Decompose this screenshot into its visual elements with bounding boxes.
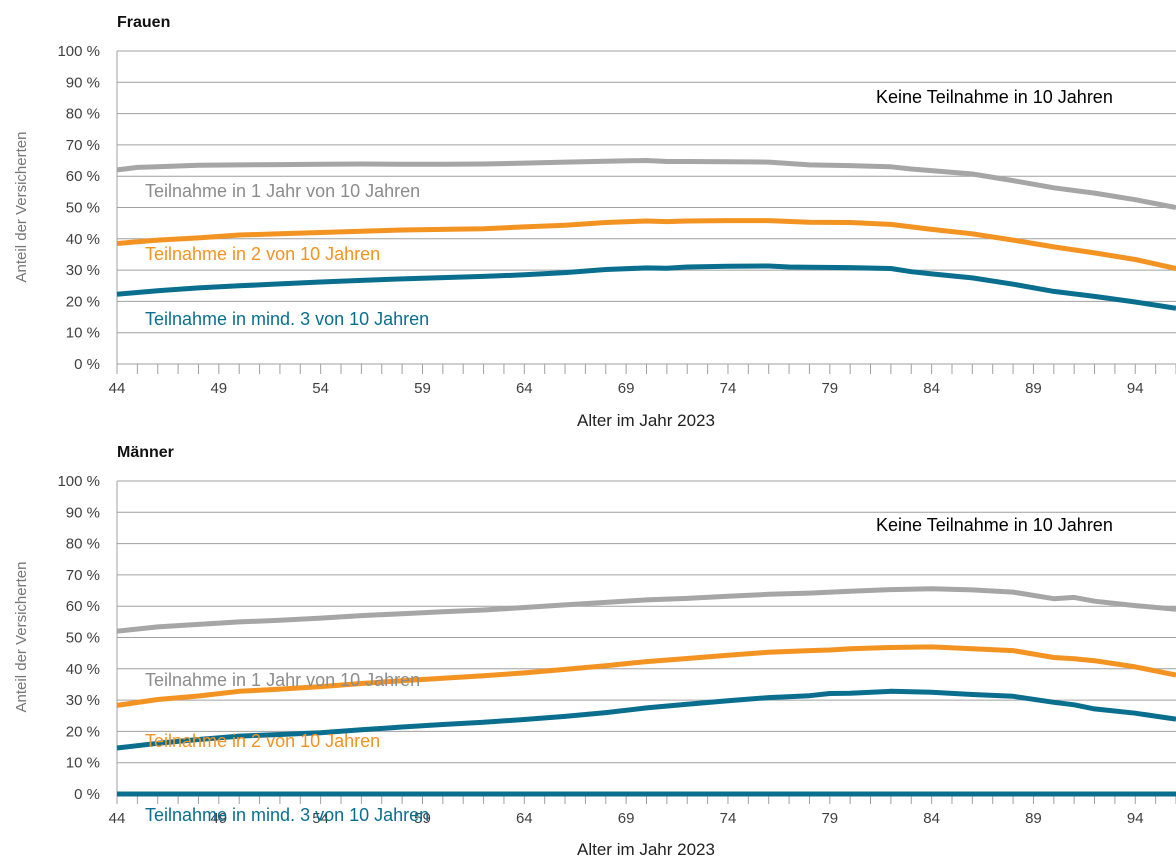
x-tick-label: 84 [923,810,940,827]
annotation-label: Teilnahme in 1 Jahr von 10 Jahren [145,181,420,201]
x-tick-label: 94 [1127,810,1144,827]
y-tick-label: 70 % [66,137,100,154]
y-tick-label: 60 % [66,598,100,615]
y-tick-label: 50 % [66,200,100,217]
y-tick-label: 10 % [66,755,100,772]
x-tick-label: 84 [923,380,940,397]
y-tick-label: 40 % [66,661,100,678]
y-tick-label: 20 % [66,723,100,740]
y-tick-label: 100 % [57,473,100,490]
x-tick-label: 54 [312,380,329,397]
panel-title: Frauen [117,14,170,31]
y-tick-label: 30 % [66,692,100,709]
series-line-1 [116,218,1176,271]
annotation-label: Keine Teilnahme in 10 Jahren [876,87,1113,107]
series-line-1 [116,644,1176,708]
x-tick-label: 49 [210,380,227,397]
annotation-label: Teilnahme in 2 von 10 Jahren [145,731,380,751]
y-tick-label: 40 % [66,231,100,248]
x-tick-label: 54 [312,810,329,827]
annotation-label: Teilnahme in 1 Jahr von 10 Jahren [145,670,420,690]
annotation-label: Teilnahme in 2 von 10 Jahren [145,244,380,264]
x-axis-label: Alter im Jahr 2023 [577,411,715,430]
y-tick-label: 0 % [74,356,100,373]
x-tick-label: 74 [720,380,737,397]
y-tick-label: 80 % [66,106,100,123]
y-tick-label: 100 % [57,43,100,60]
y-axis-label: Anteil der Versicherten [13,132,30,283]
y-tick-label: 20 % [66,293,100,310]
x-tick-label: 64 [516,380,533,397]
x-axis-label: Alter im Jahr 2023 [577,840,715,859]
x-tick-label: 59 [414,810,431,827]
annotation-label: Teilnahme in mind. 3 von 10 Jahren [145,309,429,329]
x-tick-label: 79 [821,810,838,827]
chart-panel-1: Männer 0 % 10 % 20 % 30 % 40 % 50 % 60 % 70 % 80 … [13,444,1176,859]
x-tick-label: 69 [618,810,635,827]
series-line-0 [116,586,1176,634]
panel-title: Männer [117,444,174,461]
x-tick-label: 89 [1025,810,1042,827]
series-line-0 [116,158,1176,210]
y-tick-label: 70 % [66,567,100,584]
annotation-label: Keine Teilnahme in 10 Jahren [876,515,1113,535]
y-tick-label: 30 % [66,262,100,279]
x-tick-label: 44 [109,810,126,827]
y-tick-label: 50 % [66,630,100,647]
series-line-2 [116,263,1176,311]
chart-panel-0: Frauen 0 % 10 % 20 % 30 % 40 % 50 % 60 % 70 % 80 … [13,14,1176,430]
x-tick-label: 94 [1127,380,1144,397]
y-tick-label: 60 % [66,168,100,185]
y-tick-label: 90 % [66,74,100,91]
y-tick-label: 90 % [66,504,100,521]
x-tick-label: 64 [516,810,533,827]
x-tick-label: 89 [1025,380,1042,397]
x-tick-label: 69 [618,380,635,397]
annotation-label: Teilnahme in mind. 3 von 10 Jahren [145,805,429,825]
x-tick-label: 79 [821,380,838,397]
y-tick-label: 0 % [74,786,100,803]
y-tick-label: 10 % [66,325,100,342]
x-tick-label: 44 [109,380,126,397]
series-line-2 [116,688,1176,751]
y-axis-label: Anteil der Versicherten [13,562,30,713]
x-tick-label: 74 [720,810,737,827]
y-tick-label: 80 % [66,536,100,553]
x-tick-label: 49 [210,810,227,827]
x-tick-label: 59 [414,380,431,397]
